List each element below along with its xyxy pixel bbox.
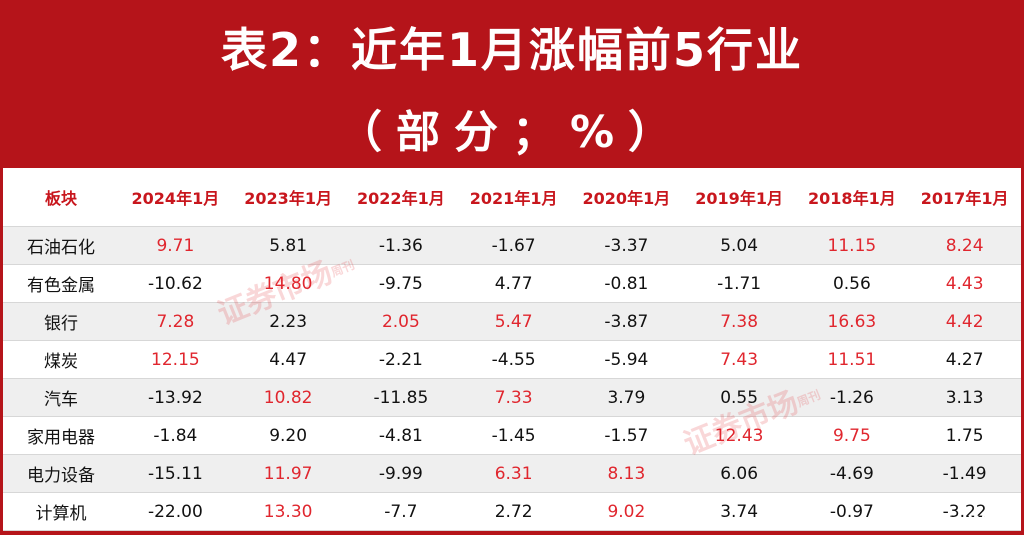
value-cell: 4.43 xyxy=(908,264,1021,303)
value-cell: -1.26 xyxy=(795,378,909,417)
value-cell: 3.13 xyxy=(908,378,1021,417)
column-header-period: 2021年1月 xyxy=(457,168,570,227)
header-row: 板块 2024年1月 2023年1月 2022年1月 2021年1月 2020年1月 201… xyxy=(3,168,1021,227)
value-cell: -1.84 xyxy=(119,416,232,455)
column-header-period: 2020年1月 xyxy=(570,168,683,227)
value-cell: 6.06 xyxy=(682,454,796,493)
value-cell: 14.80 xyxy=(231,264,345,303)
value-cell: 16.63 xyxy=(795,302,909,341)
sector-name-cell: 计算机 xyxy=(3,492,119,531)
table-header: 板块 2024年1月 2023年1月 2022年1月 2021年1月 2020年1月 201… xyxy=(3,168,1021,227)
value-cell: -7.7 xyxy=(344,492,458,531)
value-cell: 8.24 xyxy=(908,226,1021,265)
value-cell: -4.81 xyxy=(344,416,458,455)
value-cell: -9.99 xyxy=(344,454,458,493)
value-cell: -1.67 xyxy=(457,226,570,265)
column-header-period: 2019年1月 xyxy=(682,168,796,227)
value-cell: 7.38 xyxy=(682,302,796,341)
value-cell: 2.05 xyxy=(344,302,458,341)
value-cell: 5.81 xyxy=(231,226,345,265)
value-cell: -4.69 xyxy=(795,454,909,493)
value-cell: 4.27 xyxy=(908,340,1021,379)
value-cell: 8.13 xyxy=(570,454,683,493)
value-cell: -11.85 xyxy=(344,378,458,417)
value-cell: -3.22 xyxy=(908,492,1021,531)
sector-name-cell: 银行 xyxy=(3,302,119,341)
value-cell: -3.37 xyxy=(570,226,683,265)
value-cell: -2.21 xyxy=(344,340,458,379)
value-cell: 10.82 xyxy=(231,378,345,417)
value-cell: -1.71 xyxy=(682,264,796,303)
value-cell: -1.45 xyxy=(457,416,570,455)
value-cell: -0.81 xyxy=(570,264,683,303)
column-header-period: 2018年1月 xyxy=(795,168,909,227)
value-cell: 11.51 xyxy=(795,340,909,379)
table-row: 石油石化 9.71 5.81 -1.36 -1.67 -3.37 5.04 11.15 8.24 xyxy=(3,226,1021,265)
chart-subtitle: （部分；%） xyxy=(337,107,687,158)
value-cell: 9.20 xyxy=(231,416,345,455)
value-cell: 7.43 xyxy=(682,340,796,379)
value-cell: 9.71 xyxy=(119,226,232,265)
value-cell: -10.62 xyxy=(119,264,232,303)
value-cell: 11.97 xyxy=(231,454,345,493)
value-cell: 12.15 xyxy=(119,340,232,379)
table-row: 计算机 -22.00 13.30 -7.7 2.72 9.02 3.74 -0.97 -3.22 xyxy=(3,492,1021,531)
value-cell: -1.49 xyxy=(908,454,1021,493)
sector-name-cell: 石油石化 xyxy=(3,226,119,265)
value-cell: 2.23 xyxy=(231,302,345,341)
data-table: 板块 2024年1月 2023年1月 2022年1月 2021年1月 2020年1月 201… xyxy=(3,168,1021,531)
value-cell: -5.94 xyxy=(570,340,683,379)
value-cell: -15.11 xyxy=(119,454,232,493)
value-cell: 7.33 xyxy=(457,378,570,417)
value-cell: 0.55 xyxy=(682,378,796,417)
value-cell: -13.92 xyxy=(119,378,232,417)
table-row: 汽车 -13.92 10.82 -11.85 7.33 3.79 0.55 -1.26 3.13 xyxy=(3,378,1021,417)
value-cell: 2.72 xyxy=(457,492,570,531)
value-cell: 4.77 xyxy=(457,264,570,303)
value-cell: 11.15 xyxy=(795,226,909,265)
column-header-period: 2023年1月 xyxy=(231,168,345,227)
sector-name-cell: 煤炭 xyxy=(3,340,119,379)
chart-title: 表2：近年1月涨幅前5行业 xyxy=(220,23,804,77)
column-header-period: 2022年1月 xyxy=(344,168,458,227)
table-panel: 板块 2024年1月 2023年1月 2022年1月 2021年1月 2020年1月 201… xyxy=(3,168,1021,531)
value-cell: -4.55 xyxy=(457,340,570,379)
value-cell: 12.43 xyxy=(682,416,796,455)
sector-name-cell: 有色金属 xyxy=(3,264,119,303)
value-cell: 9.75 xyxy=(795,416,909,455)
table-row: 有色金属 -10.62 14.80 -9.75 4.77 -0.81 -1.71 0.56 4.… xyxy=(3,264,1021,303)
column-header-period: 2024年1月 xyxy=(119,168,232,227)
value-cell: 4.42 xyxy=(908,302,1021,341)
chart-header: 表2：近年1月涨幅前5行业 （部分；%） xyxy=(0,0,1024,168)
source-note: 来源：Wind xyxy=(920,512,1014,531)
value-cell: 6.31 xyxy=(457,454,570,493)
column-header-period: 2017年1月 xyxy=(908,168,1021,227)
table-row: 煤炭 12.15 4.47 -2.21 -4.55 -5.94 7.43 11.51 4.27 xyxy=(3,340,1021,379)
table-row: 银行 7.28 2.23 2.05 5.47 -3.87 7.38 16.63 4.42 xyxy=(3,302,1021,341)
column-header-sector: 板块 xyxy=(3,168,119,227)
value-cell: -1.57 xyxy=(570,416,683,455)
value-cell: -1.36 xyxy=(344,226,458,265)
table-body: 石油石化 9.71 5.81 -1.36 -1.67 -3.37 5.04 11.15 8.24… xyxy=(3,226,1021,531)
table-row: 家用电器 -1.84 9.20 -4.81 -1.45 -1.57 12.43 9.75 1.7… xyxy=(3,416,1021,455)
sector-name-cell: 家用电器 xyxy=(3,416,119,455)
value-cell: 3.79 xyxy=(570,378,683,417)
value-cell: 4.47 xyxy=(231,340,345,379)
value-cell: -9.75 xyxy=(344,264,458,303)
table-row: 电力设备 -15.11 11.97 -9.99 6.31 8.13 6.06 -4.69 -1.… xyxy=(3,454,1021,493)
sector-name-cell: 汽车 xyxy=(3,378,119,417)
value-cell: 13.30 xyxy=(231,492,345,531)
value-cell: -22.00 xyxy=(119,492,232,531)
value-cell: 9.02 xyxy=(570,492,683,531)
sector-name-cell: 电力设备 xyxy=(3,454,119,493)
value-cell: 3.74 xyxy=(682,492,796,531)
value-cell: 5.04 xyxy=(682,226,796,265)
value-cell: 0.56 xyxy=(795,264,909,303)
value-cell: -0.97 xyxy=(795,492,909,531)
value-cell: -3.87 xyxy=(570,302,683,341)
value-cell: 1.75 xyxy=(908,416,1021,455)
value-cell: 5.47 xyxy=(457,302,570,341)
value-cell: 7.28 xyxy=(119,302,232,341)
